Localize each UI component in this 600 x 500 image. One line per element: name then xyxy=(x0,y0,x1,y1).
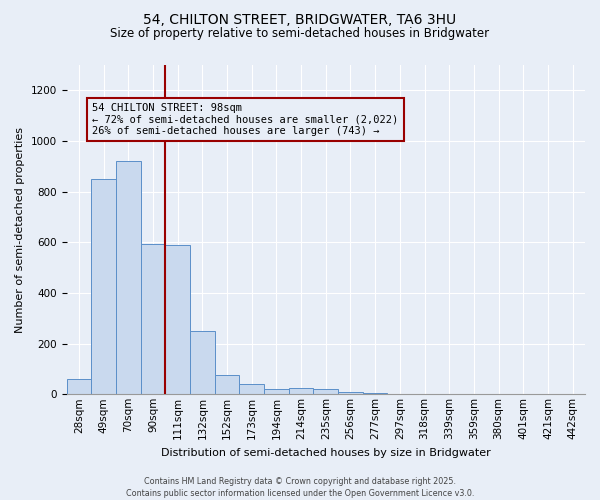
Bar xyxy=(239,384,264,394)
Y-axis label: Number of semi-detached properties: Number of semi-detached properties xyxy=(15,126,25,332)
Bar xyxy=(215,376,239,394)
Text: 54 CHILTON STREET: 98sqm
← 72% of semi-detached houses are smaller (2,022)
26% o: 54 CHILTON STREET: 98sqm ← 72% of semi-d… xyxy=(92,103,399,136)
Bar xyxy=(140,244,165,394)
Text: Size of property relative to semi-detached houses in Bridgwater: Size of property relative to semi-detach… xyxy=(110,28,490,40)
Bar xyxy=(165,245,190,394)
Bar xyxy=(264,389,289,394)
Bar xyxy=(338,392,363,394)
Bar xyxy=(363,393,388,394)
Bar xyxy=(116,161,140,394)
Bar xyxy=(190,331,215,394)
Bar xyxy=(91,179,116,394)
Text: Contains HM Land Registry data © Crown copyright and database right 2025.
Contai: Contains HM Land Registry data © Crown c… xyxy=(126,476,474,498)
Bar xyxy=(67,379,91,394)
Text: 54, CHILTON STREET, BRIDGWATER, TA6 3HU: 54, CHILTON STREET, BRIDGWATER, TA6 3HU xyxy=(143,12,457,26)
X-axis label: Distribution of semi-detached houses by size in Bridgwater: Distribution of semi-detached houses by … xyxy=(161,448,491,458)
Bar xyxy=(313,389,338,394)
Bar xyxy=(289,388,313,394)
